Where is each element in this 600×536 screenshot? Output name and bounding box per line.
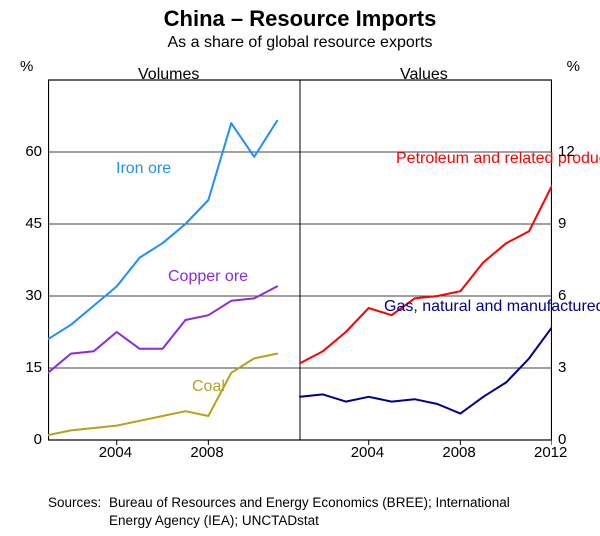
- left-y-tick: 15: [25, 359, 42, 376]
- sources: Sources: Bureau of Resources and Energy …: [48, 494, 549, 530]
- label-copper-ore: Copper ore: [168, 268, 248, 286]
- panel-title-values: Values: [400, 66, 448, 84]
- sources-text: Bureau of Resources and Energy Economics…: [109, 494, 549, 530]
- right-y-tick: 9: [558, 215, 566, 232]
- x-tick: 2004: [351, 444, 384, 461]
- chart-subtitle: As a share of global resource exports: [0, 34, 600, 52]
- label-iron-ore: Iron ore: [116, 160, 171, 178]
- x-tick: 2012: [534, 444, 567, 461]
- x-tick: 2004: [99, 444, 132, 461]
- x-tick: 2008: [442, 444, 475, 461]
- chart-container: China – Resource Imports As a share of g…: [0, 0, 600, 536]
- label-gas: Gas, natural and manufactured: [384, 298, 534, 316]
- left-y-tick: 0: [34, 431, 42, 448]
- label-coal: Coal: [192, 378, 225, 396]
- right-y-tick: 6: [558, 287, 566, 304]
- plot-area: Volumes Values Iron ore Copper ore Coal …: [48, 60, 552, 460]
- chart-title: China – Resource Imports: [0, 0, 600, 32]
- right-unit: %: [567, 58, 580, 75]
- left-y-tick: 30: [25, 287, 42, 304]
- label-petroleum-text: Petroleum and related products: [396, 150, 536, 168]
- left-y-tick: 45: [25, 215, 42, 232]
- right-y-tick: 3: [558, 359, 566, 376]
- right-y-tick: 12: [558, 143, 575, 160]
- sources-label: Sources:: [48, 495, 101, 510]
- label-petroleum: Petroleum and related products: [396, 150, 536, 168]
- panel-title-volumes: Volumes: [138, 66, 199, 84]
- label-gas-text: Gas, natural and manufactured: [384, 298, 534, 316]
- x-tick: 2008: [190, 444, 223, 461]
- chart-svg: [48, 60, 552, 460]
- left-unit: %: [20, 58, 33, 75]
- left-y-tick: 60: [25, 143, 42, 160]
